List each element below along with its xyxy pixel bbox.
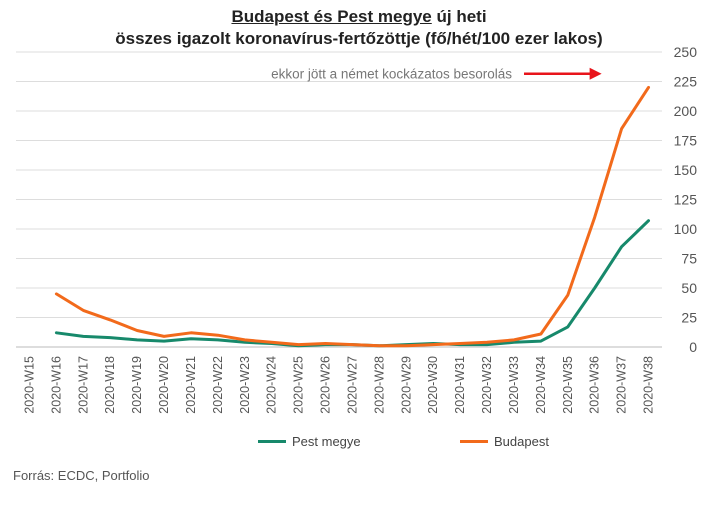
title-underlined: Budapest és Pest megye (231, 7, 432, 26)
x-tick-label: 2020-W19 (130, 356, 144, 414)
legend-swatch-budapest (460, 440, 488, 443)
x-tick-label: 2020-W15 (22, 356, 36, 414)
y-tick-label: 250 (674, 44, 698, 60)
x-tick-label: 2020-W20 (157, 356, 171, 414)
y-tick-label: 225 (674, 74, 698, 90)
legend-swatch-pest (258, 440, 286, 443)
y-tick-label: 0 (689, 339, 697, 355)
y-axis-ticks: 0 25 50 75 100 125 150 175 200 225 250 (674, 44, 698, 355)
y-tick-label: 200 (674, 103, 698, 119)
x-tick-label: 2020-W31 (453, 356, 467, 414)
annotation-arrow-head (589, 67, 602, 80)
legend-item-pest: Pest megye (258, 434, 361, 449)
series-lines (54, 85, 650, 348)
y-tick-label: 100 (674, 221, 698, 237)
x-tick-label: 2020-W25 (292, 356, 306, 414)
series-line-budapest (54, 85, 650, 348)
y-tick-label: 50 (681, 280, 697, 296)
gridlines (16, 51, 662, 348)
legend-label-pest: Pest megye (292, 434, 361, 449)
x-tick-label: 2020-W34 (534, 356, 548, 414)
legend-label-budapest: Budapest (494, 434, 549, 449)
y-tick-label: 25 (681, 310, 697, 326)
y-tick-label: 75 (681, 251, 697, 267)
x-tick-label: 2020-W28 (372, 356, 386, 414)
x-tick-label: 2020-W30 (426, 356, 440, 414)
x-tick-label: 2020-W21 (184, 356, 198, 414)
x-tick-label: 2020-W17 (76, 356, 90, 414)
x-tick-label: 2020-W36 (588, 356, 602, 414)
series-line-pest (54, 219, 650, 348)
x-tick-label: 2020-W23 (238, 356, 252, 414)
x-tick-label: 2020-W22 (211, 356, 225, 414)
x-tick-label: 2020-W24 (265, 356, 279, 414)
x-tick-label: 2020-W26 (319, 356, 333, 414)
x-tick-label: 2020-W27 (345, 356, 359, 414)
x-tick-label: 2020-W16 (49, 356, 63, 414)
legend-item-budapest: Budapest (460, 434, 549, 449)
x-tick-label: 2020-W35 (561, 356, 575, 414)
annotation: ekkor jött a német kockázatos besorolás (271, 67, 602, 82)
x-tick-label: 2020-W18 (103, 356, 117, 414)
x-tick-label: 2020-W29 (399, 356, 413, 414)
x-tick-label: 2020-W33 (507, 356, 521, 414)
title-rest: új heti (431, 7, 487, 26)
title-line2: összes igazolt koronavírus-fertőzöttje (… (115, 29, 603, 48)
y-tick-label: 125 (674, 192, 698, 208)
chart-title: Budapest és Pest megye új heti összes ig… (0, 6, 718, 50)
y-tick-label: 150 (674, 162, 698, 178)
annotation-text: ekkor jött a német kockázatos besorolás (271, 67, 512, 82)
y-tick-label: 175 (674, 133, 698, 149)
x-tick-label: 2020-W38 (642, 356, 656, 414)
x-axis-ticks: 2020-W15 2020-W16 2020-W17 2020-W18 2020-W19… (22, 356, 655, 414)
x-tick-label: 2020-W37 (615, 356, 629, 414)
source-note: Forrás: ECDC, Portfolio (13, 468, 150, 483)
x-tick-label: 2020-W32 (480, 356, 494, 414)
